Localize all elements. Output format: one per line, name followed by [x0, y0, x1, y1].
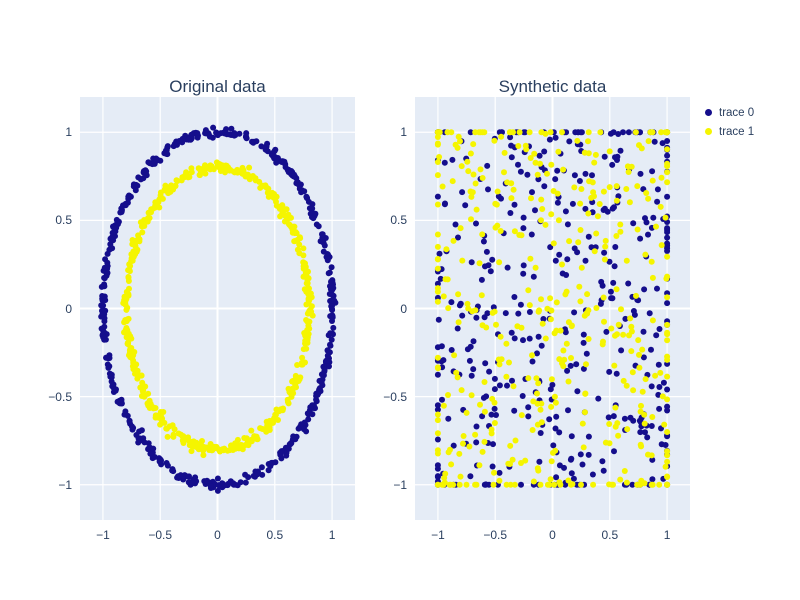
- x-tick-label: 1: [663, 528, 671, 542]
- legend-item-trace-0[interactable]: trace 0: [705, 103, 754, 122]
- legend-item-trace-1[interactable]: trace 1: [705, 122, 754, 141]
- legend-label-trace-1: trace 1: [719, 125, 755, 138]
- y-tick-label: 1: [400, 125, 407, 140]
- plot-title-original: Original data: [169, 77, 266, 96]
- y-tick-label: −1: [58, 477, 72, 492]
- legend: trace 0 trace 1: [705, 103, 754, 141]
- y-tick-label: 0.5: [55, 213, 72, 228]
- y-tick-label: −1: [393, 477, 407, 492]
- x-tick-label: −0.5: [483, 528, 508, 542]
- y-tick-label: 1: [65, 125, 72, 140]
- y-tick-label: 0: [400, 301, 407, 316]
- plot-title-synthetic: Synthetic data: [498, 77, 607, 96]
- legend-marker-trace-0: [705, 109, 712, 116]
- y-tick-label: 0.5: [390, 213, 407, 228]
- y-tick-label: 0: [65, 301, 72, 316]
- x-tick-label: 0.5: [266, 528, 284, 542]
- legend-marker-trace-1: [705, 128, 712, 135]
- x-tick-label: −1: [431, 528, 445, 542]
- plot-area-original[interactable]: [80, 97, 355, 520]
- plot-area-synthetic[interactable]: [415, 97, 690, 520]
- x-tick-label: 0.5: [601, 528, 619, 542]
- subplot-synthetic: Synthetic data −1 −1 −0.5 −0.5 0 0 0.5 0.5 1 1: [365, 57, 700, 555]
- x-tick-label: 1: [328, 528, 336, 542]
- y-tick-label: −0.5: [48, 389, 72, 404]
- x-tick-label: 0: [549, 528, 556, 542]
- legend-label-trace-0: trace 0: [719, 106, 755, 119]
- y-tick-label: −0.5: [383, 389, 407, 404]
- x-tick-label: 0: [214, 528, 221, 542]
- x-tick-label: −1: [96, 528, 110, 542]
- x-tick-label: −0.5: [148, 528, 173, 542]
- subplot-original: Original data −1 −1 −0.5 −0.5 0 0 0.5 0.5 1 1: [30, 57, 365, 555]
